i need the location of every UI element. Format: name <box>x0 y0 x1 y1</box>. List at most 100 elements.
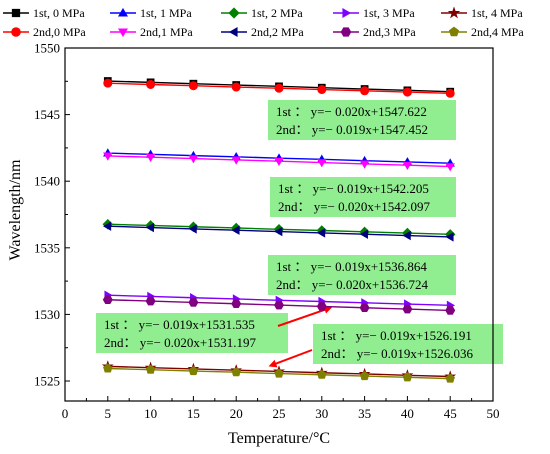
legend-item: 1st, 2 MPa <box>221 6 303 20</box>
legend-item: 2nd,3 MPa <box>333 25 416 39</box>
x-tick-label: 35 <box>358 406 371 421</box>
equation-box: 1st ： y=− 0.019x+1536.864 2nd： y=− 0.020x… <box>268 255 456 295</box>
series-7 <box>103 152 455 172</box>
data-point <box>445 163 455 172</box>
legend-marker <box>11 27 21 37</box>
y-tick-label: 1525 <box>34 374 60 389</box>
legend-marker <box>228 7 240 19</box>
legend-label: 1st, 0 MPa <box>33 6 85 20</box>
data-point <box>103 78 113 88</box>
legend-marker <box>447 6 461 19</box>
data-point <box>274 368 284 378</box>
data-point <box>317 369 327 379</box>
legend-item: 2nd,2 MPa <box>221 25 304 39</box>
axes: 0 5 10 15 20 25 30 35 40 45 50 1525 1530 1535 1540 1545… <box>34 41 500 422</box>
legend-label: 2nd,4 MPa <box>471 25 524 39</box>
data-point <box>231 156 241 165</box>
equation-line-2nd: 2nd： y=− 0.020x+1531.197 <box>104 335 256 350</box>
equation-box: 1st ： y=− 0.019x+1531.535 2nd： y=− 0.020x… <box>96 313 288 353</box>
x-tick-label: 5 <box>105 406 112 421</box>
legend: 1st, 0 MPa 1st, 1 MPa 1st, 2 MPa 1st, 3 MPa… <box>3 6 524 39</box>
data-point <box>359 160 370 169</box>
data-point <box>359 371 370 381</box>
data-point <box>231 299 242 309</box>
data-point <box>145 364 156 374</box>
data-point <box>360 86 370 96</box>
series-6 <box>103 78 455 98</box>
series-10 <box>103 363 455 383</box>
legend-label: 1st, 1 MPa <box>140 6 192 20</box>
equation-box-bg <box>268 100 456 140</box>
data-point <box>359 303 370 313</box>
equation-box-bg <box>313 324 503 364</box>
legend-label: 1st, 4 MPa <box>471 6 523 20</box>
data-point <box>402 87 412 97</box>
legend-label: 2nd,2 MPa <box>251 25 304 39</box>
annotation-arrow <box>268 349 313 368</box>
data-point <box>402 304 413 314</box>
equation-box-bg <box>268 255 456 295</box>
data-point <box>402 230 411 241</box>
equation-line-1st: 1st ： y=− 0.019x+1542.205 <box>278 181 429 196</box>
legend-item: 1st, 3 MPa <box>333 6 415 20</box>
legend-item: 2nd,1 MPa <box>110 25 193 39</box>
data-point <box>445 232 454 242</box>
data-point <box>231 367 241 377</box>
plot-area <box>101 77 457 383</box>
data-point <box>145 296 156 306</box>
x-tick-label: 20 <box>230 406 243 421</box>
data-point <box>188 81 198 91</box>
y-tick-label: 1550 <box>34 41 60 56</box>
y-axis-title: Wavelength/nm <box>7 159 24 260</box>
legend-marker <box>11 8 21 18</box>
x-tick-label: 40 <box>401 406 414 421</box>
data-point <box>316 228 326 238</box>
data-point <box>145 222 154 233</box>
data-point <box>317 85 327 95</box>
legend-marker <box>340 27 352 37</box>
data-point <box>188 298 199 307</box>
data-point <box>359 229 368 239</box>
data-point <box>274 300 284 310</box>
legend-marker <box>448 26 460 37</box>
x-tick-label: 50 <box>487 406 500 421</box>
data-point <box>102 295 113 305</box>
y-tick-label: 1545 <box>34 107 60 122</box>
data-point <box>103 152 113 161</box>
equation-line-2nd: 2nd： y=− 0.020x+1542.097 <box>278 199 430 214</box>
legend-item: 1st, 0 MPa <box>3 6 85 20</box>
data-point <box>231 82 241 92</box>
data-point <box>402 372 413 382</box>
legend-marker <box>342 8 352 18</box>
data-point <box>274 83 284 93</box>
legend-item: 2nd,4 MPa <box>441 25 524 39</box>
series-8 <box>102 221 454 242</box>
x-tick-label: 0 <box>62 406 69 421</box>
x-axis-title: Temperature/°C <box>228 430 330 447</box>
legend-label: 2nd,3 MPa <box>363 25 416 39</box>
data-point <box>188 366 199 376</box>
legend-marker <box>118 28 128 38</box>
data-point <box>188 224 197 234</box>
data-point <box>445 373 455 383</box>
data-point <box>145 153 156 163</box>
x-tick-label: 45 <box>444 406 457 421</box>
data-point <box>316 302 327 311</box>
equation-box: 1st ： y=− 0.020x+1547.622 2nd： y=− 0.019x… <box>268 100 456 140</box>
legend-label: 2nd,1 MPa <box>140 25 193 39</box>
data-point <box>274 157 284 167</box>
legend-label: 1st, 2 MPa <box>251 6 303 20</box>
equation-line-1st: 1st ： y=− 0.019x+1531.535 <box>104 317 255 332</box>
equation-line-1st: 1st ： y=− 0.019x+1536.864 <box>276 259 427 274</box>
legend-marker <box>118 7 128 17</box>
legend-item: 1st, 1 MPa <box>110 6 192 20</box>
y-tick-label: 1530 <box>34 307 60 322</box>
x-tick-label: 10 <box>144 406 157 421</box>
equation-line-1st: 1st ： y=− 0.020x+1547.622 <box>276 104 427 119</box>
x-tick-label: 25 <box>273 406 286 421</box>
equation-line-2nd: 2nd： y=− 0.020x+1536.724 <box>276 277 428 292</box>
equation-line-2nd: 2nd： y=− 0.019x+1526.036 <box>321 346 473 361</box>
equation-line-1st: 1st ： y=− 0.019x+1526.191 <box>321 328 472 343</box>
data-point <box>445 88 455 98</box>
